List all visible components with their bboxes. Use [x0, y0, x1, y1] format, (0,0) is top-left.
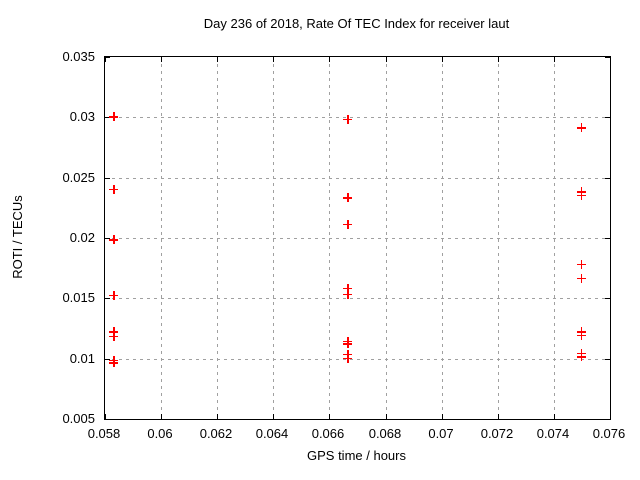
data-point-marker: [343, 339, 353, 349]
x-tick-mark: [161, 57, 162, 62]
y-tick-label: 0.01: [69, 351, 95, 366]
x-tick-mark: [217, 57, 218, 62]
x-tick-mark: [105, 414, 106, 419]
x-tick-mark: [498, 414, 499, 419]
y-gridline: [105, 178, 610, 179]
x-tick-mark: [217, 414, 218, 419]
data-point-marker: [576, 330, 586, 340]
x-tick-mark: [386, 414, 387, 419]
y-tick-label: 0.015: [62, 290, 95, 305]
y-tick-label: 0.005: [62, 411, 95, 426]
x-tick-mark: [273, 414, 274, 419]
y-tick-mark: [605, 359, 610, 360]
x-tick-mark: [610, 57, 611, 62]
x-tick-mark: [610, 414, 611, 419]
x-tick-mark: [386, 57, 387, 62]
x-tick-label: 0.064: [255, 426, 289, 441]
data-point-marker: [343, 219, 353, 229]
data-point-marker: [109, 112, 119, 122]
y-gridline: [105, 238, 610, 239]
y-tick-mark: [105, 298, 110, 299]
x-tick-label: 0.074: [536, 426, 570, 441]
y-gridline: [105, 117, 610, 118]
y-tick-mark: [605, 238, 610, 239]
x-tick-mark: [105, 57, 106, 62]
x-tick-mark: [161, 414, 162, 419]
data-point-marker: [576, 190, 586, 200]
x-tick-label: 0.062: [199, 426, 233, 441]
x-tick-label: 0.072: [480, 426, 514, 441]
data-point-marker: [343, 353, 353, 363]
chart-title: Day 236 of 2018, Rate Of TEC Index for r…: [203, 16, 510, 31]
x-tick-label: 0.07: [428, 426, 454, 441]
x-tick-mark: [329, 57, 330, 62]
x-tick-label: 0.076: [592, 426, 626, 441]
y-tick-label: 0.03: [69, 109, 95, 124]
data-point-marker: [576, 259, 586, 269]
y-tick-mark: [605, 419, 610, 420]
y-tick-label: 0.025: [62, 170, 95, 185]
y-tick-mark: [105, 57, 110, 58]
data-point-marker: [109, 184, 119, 194]
y-tick-mark: [105, 419, 110, 420]
x-tick-label: 0.066: [311, 426, 345, 441]
x-axis-label: GPS time / hours: [307, 448, 406, 463]
y-tick-mark: [105, 359, 110, 360]
plot-area: [104, 56, 611, 420]
x-tick-mark: [442, 57, 443, 62]
data-point-marker: [576, 274, 586, 284]
y-tick-mark: [105, 178, 110, 179]
data-point-marker: [109, 327, 119, 337]
data-point-marker: [576, 352, 586, 362]
x-tick-mark: [554, 414, 555, 419]
y-gridline: [105, 298, 610, 299]
y-tick-mark: [605, 178, 610, 179]
data-point-marker: [109, 235, 119, 245]
y-tick-mark: [605, 57, 610, 58]
data-point-marker: [343, 114, 353, 124]
y-tick-mark: [105, 117, 110, 118]
y-tick-mark: [605, 298, 610, 299]
y-tick-label: 0.02: [69, 230, 95, 245]
x-tick-label: 0.068: [368, 426, 402, 441]
data-point-marker: [576, 123, 586, 133]
data-point-marker: [343, 193, 353, 203]
y-tick-label: 0.035: [62, 49, 95, 64]
data-point-marker: [109, 290, 119, 300]
x-tick-label: 0.06: [147, 426, 173, 441]
x-tick-mark: [498, 57, 499, 62]
y-gridline: [105, 359, 610, 360]
x-tick-mark: [554, 57, 555, 62]
y-tick-mark: [605, 117, 610, 118]
x-tick-mark: [273, 57, 274, 62]
x-tick-label: 0.058: [87, 426, 121, 441]
data-point-marker: [109, 358, 119, 368]
data-point-marker: [343, 283, 353, 293]
x-tick-mark: [442, 414, 443, 419]
data-point-marker: [109, 331, 119, 341]
data-point-marker: [343, 289, 353, 299]
x-tick-mark: [329, 414, 330, 419]
y-tick-mark: [105, 238, 110, 239]
